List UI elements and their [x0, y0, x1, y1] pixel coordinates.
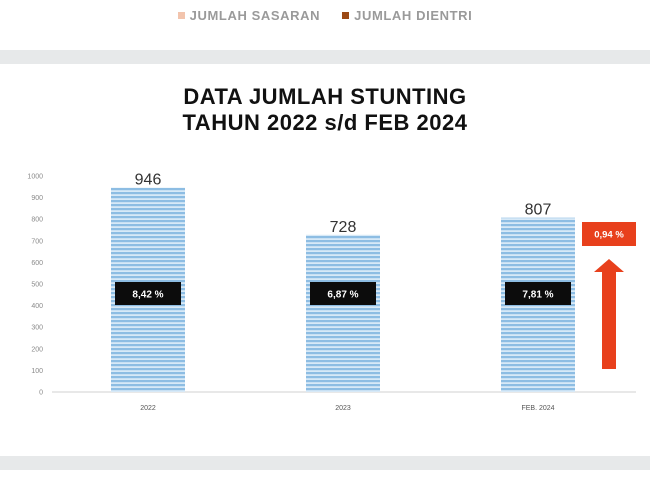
- legend-label-dientri: JUMLAH DIENTRI: [354, 7, 473, 23]
- y-tick-label: 600: [31, 260, 43, 267]
- y-tick-label: 700: [31, 238, 43, 245]
- divider-band-top: [0, 50, 650, 64]
- bar-value-label: 728: [330, 219, 357, 236]
- x-tick-label: 2022: [140, 405, 156, 412]
- bar-value-label: 946: [135, 172, 162, 189]
- percent-badge: [505, 282, 571, 305]
- divider-band-bottom: [0, 456, 650, 470]
- y-tick-label: 800: [31, 217, 43, 224]
- increase-badge: [582, 222, 636, 246]
- y-tick-label: 200: [31, 346, 43, 353]
- legend-swatch-sasaran: [177, 11, 185, 19]
- chart-title-line-1: DATA JUMLAH STUNTING: [183, 84, 467, 109]
- bar-value-label: 807: [525, 202, 552, 219]
- y-tick-label: 400: [31, 303, 43, 310]
- x-tick-label: 2023: [335, 405, 351, 412]
- legend-swatch-dientri: [342, 11, 350, 19]
- percent-badge: [115, 282, 181, 305]
- bar: [306, 234, 380, 392]
- y-tick-label: 0: [39, 390, 43, 397]
- x-tick-label: FEB. 2024: [521, 405, 554, 412]
- y-tick-label: 1000: [27, 174, 43, 181]
- legend: JUMLAH SASARAN JUMLAH DIENTRI: [0, 0, 650, 30]
- percent-badge-label: 7,81 %: [522, 290, 553, 301]
- chart-title-line-2: TAHUN 2022 s/d FEB 2024: [182, 110, 468, 135]
- percent-badge: [310, 282, 376, 305]
- y-tick-label: 500: [31, 282, 43, 289]
- percent-badge-label: 8,42 %: [132, 290, 163, 301]
- increase-badge-label: 0,94 %: [594, 230, 624, 241]
- percent-badge-label: 6,87 %: [327, 290, 358, 301]
- legend-item-sasaran: JUMLAH SASARAN: [177, 7, 321, 23]
- y-tick-label: 900: [31, 195, 43, 202]
- y-tick-label: 300: [31, 325, 43, 332]
- up-arrow-icon: [594, 259, 624, 369]
- chart-title: DATA JUMLAH STUNTING TAHUN 2022 s/d FEB …: [0, 84, 650, 136]
- legend-item-dientri: JUMLAH DIENTRI: [342, 8, 472, 23]
- legend-label-sasaran: JUMLAH SASARAN: [189, 7, 321, 23]
- y-tick-label: 100: [31, 368, 43, 375]
